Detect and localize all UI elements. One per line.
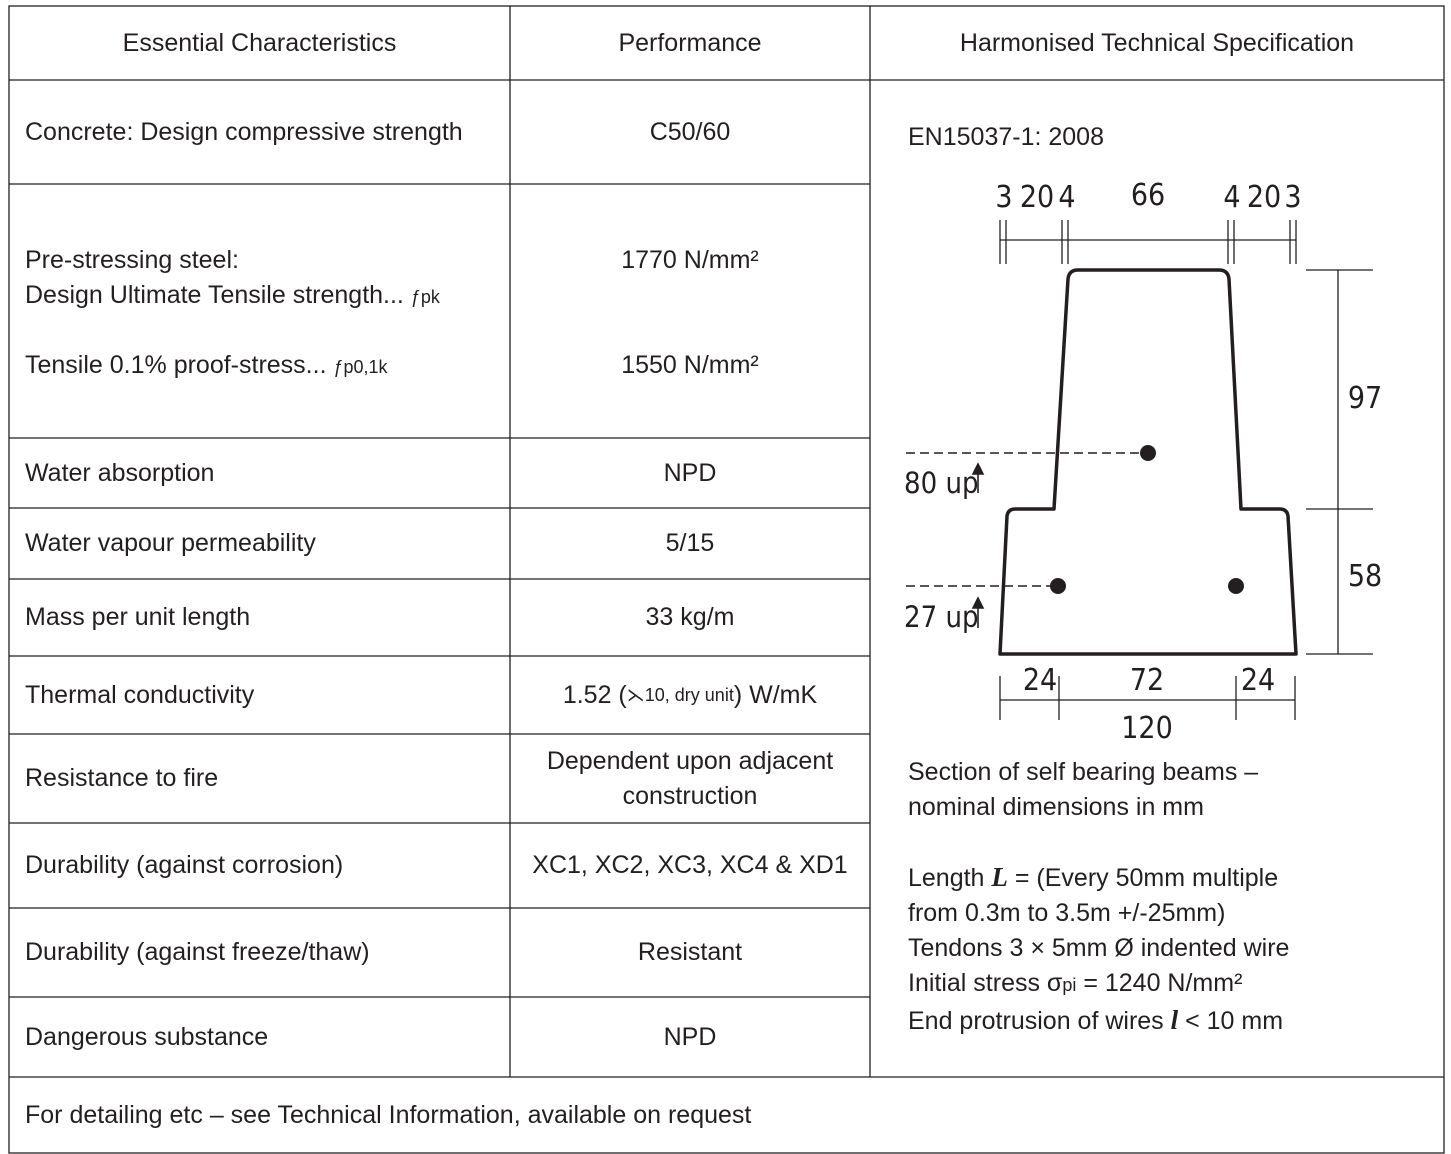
row-prestressing-value: 1770 N/mm² (621, 246, 759, 274)
row-dangerous-value: NPD (663, 1022, 717, 1051)
row-thermal-label: Thermal conductivity (25, 680, 255, 709)
top-dim-2: 20 (1020, 180, 1054, 215)
row-mass-label: Mass per unit length (25, 603, 251, 631)
total-width-label: 120 (1121, 711, 1173, 746)
row-freeze-value: Resistant (637, 938, 743, 966)
height-bottom-label: 58 (1348, 559, 1382, 594)
stress-subscript: pi (1062, 975, 1077, 995)
row-thermal-value: 1.52 (⋋ 10, dry unit) W/mK (510, 656, 870, 734)
lower-left-tendon (1050, 578, 1066, 594)
row-mass-value: 33 kg/m (645, 603, 735, 631)
stress-line: Initial stress σpi = 1240 N/mm² (908, 966, 1289, 1003)
footer-note: For detailing etc – see Technical Inform… (25, 1100, 752, 1129)
row-vapour-label: Water vapour permeability (25, 529, 316, 557)
bottom-dim-left: 24 (1023, 663, 1057, 698)
header-performance: Performance (618, 28, 762, 57)
up-arrow-head-upper (971, 462, 985, 475)
caption-line-1: Section of self bearing beams – (908, 758, 1259, 786)
row-freeze-label: Durability (against freeze/thaw) (25, 938, 370, 966)
section-caption: Section of self bearing beams – nominal … (908, 755, 1258, 825)
row-corrosion-value: XC1, XC2, XC3, XC4 & XD1 (532, 851, 848, 879)
top-dim-3: 4 (1058, 180, 1075, 215)
row-proof-stress-value: 1550 N/mm² (621, 351, 759, 379)
protrusion-rest: < 10 mm (1178, 1007, 1284, 1035)
caption-line-2: nominal dimensions in mm (908, 793, 1204, 821)
thermal-unit: ) W/mK (733, 680, 818, 709)
upper-tendon (1140, 445, 1156, 461)
prestressing-line2-text: Design Ultimate Tensile strength... (25, 281, 404, 309)
length-rest: = (Every 50mm multiple (1007, 864, 1279, 892)
row-prestressing-label: Pre-stressing steel: Design Ultimate Ten… (25, 243, 505, 315)
length-range: from 0.3m to 3.5m +/-25mm) (908, 899, 1226, 927)
protrusion-line: End protrusion of wires l < 10 mm (908, 1003, 1289, 1039)
upper-tendon-label: 80 up (904, 466, 979, 500)
bottom-dim-middle: 72 (1130, 663, 1164, 698)
length-line: Length L = (Every 50mm multiple (908, 860, 1289, 896)
lower-tendon-label: 27 up (904, 600, 979, 634)
row-fire-label: Resistance to fire (25, 764, 219, 792)
beam-specifications: Length L = (Every 50mm multiple from 0.3… (908, 860, 1289, 1039)
stress-value: = 1240 N/mm² (1076, 969, 1243, 997)
top-dim-7: 3 (1284, 180, 1301, 215)
tendons-line: Tendons 3 × 5mm Ø indented wire (908, 934, 1290, 962)
length-prefix: Length (908, 864, 992, 892)
top-dim-1: 3 (995, 180, 1012, 215)
protrusion-prefix: End protrusion of wires (908, 1007, 1171, 1035)
header-technical-specification: Harmonised Technical Specification (959, 28, 1355, 57)
row-water-absorption-value: NPD (663, 458, 717, 487)
row-corrosion-label: Durability (against corrosion) (25, 851, 344, 879)
fp01k-symbol: ƒp0,1k (333, 357, 388, 377)
up-arrow-head-lower (971, 596, 985, 609)
protrusion-symbol: l (1170, 1005, 1179, 1035)
row-vapour-value: 5/15 (665, 529, 715, 557)
header-essential-characteristics: Essential Characteristics (122, 28, 397, 57)
stress-prefix: Initial stress σ (908, 969, 1063, 997)
row-concrete-label: Concrete: Design compressive strength (25, 117, 463, 146)
prestressing-line1: Pre-stressing steel: (25, 246, 239, 274)
beam-outline (998, 268, 1298, 656)
height-top-label: 97 (1348, 381, 1382, 416)
lambda-symbol: ⋋ (626, 684, 645, 705)
row-proof-stress-label: Tensile 0.1% proof-stress... ƒp0,1k (25, 348, 505, 385)
row-dangerous-label: Dangerous substance (25, 1022, 269, 1051)
proof-stress-text: Tensile 0.1% proof-stress... (25, 351, 327, 379)
fpk-symbol: ƒpk (410, 287, 440, 307)
thermal-value-main: 1.52 ( (562, 680, 627, 709)
top-dim-6: 20 (1247, 180, 1281, 215)
lower-right-tendon (1228, 578, 1244, 594)
row-water-absorption-label: Water absorption (25, 458, 215, 487)
prestressing-line2: Design Ultimate Tensile strength... ƒpk (25, 278, 505, 315)
top-dim-5: 4 (1223, 180, 1240, 215)
thermal-condition: 10, dry unit (644, 684, 734, 705)
row-concrete-value: C50/60 (649, 117, 731, 146)
row-fire-value: Dependent upon adjacent construction (546, 746, 834, 810)
top-dim-4: 66 (1131, 178, 1165, 213)
standard-reference: EN15037-1: 2008 (908, 123, 1104, 151)
length-symbol: L (991, 862, 1008, 892)
bottom-dim-right: 24 (1241, 663, 1275, 698)
